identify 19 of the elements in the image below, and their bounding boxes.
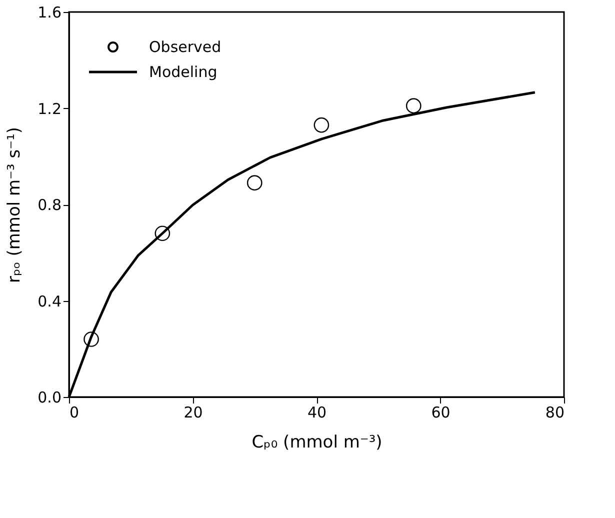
legend-label: Observed: [149, 38, 222, 56]
y-tick-label: 1.2: [38, 100, 62, 118]
x-tick-label: 60: [431, 404, 450, 422]
legend-label: Modeling: [149, 63, 218, 81]
point: [84, 332, 99, 347]
x-tick-label: 20: [184, 404, 203, 422]
x-tick-label: 0: [70, 404, 80, 422]
x-tick-label: 40: [307, 404, 327, 422]
x-axis-title: Cₚ₀ (mmol m⁻³): [252, 432, 382, 452]
x-tick-label: 80: [545, 404, 564, 422]
y-tick-label: 1.6: [38, 4, 62, 22]
point: [246, 175, 262, 190]
y-tick-label: 0.8: [38, 196, 62, 214]
point: [406, 98, 422, 114]
point: [314, 117, 330, 133]
y-tick-label: 0.0: [38, 388, 62, 406]
y-tick-label: 0.4: [38, 292, 62, 310]
point: [154, 226, 170, 242]
y-axis-title: rₚₒ (mmol m⁻³ s⁻¹): [4, 126, 25, 284]
